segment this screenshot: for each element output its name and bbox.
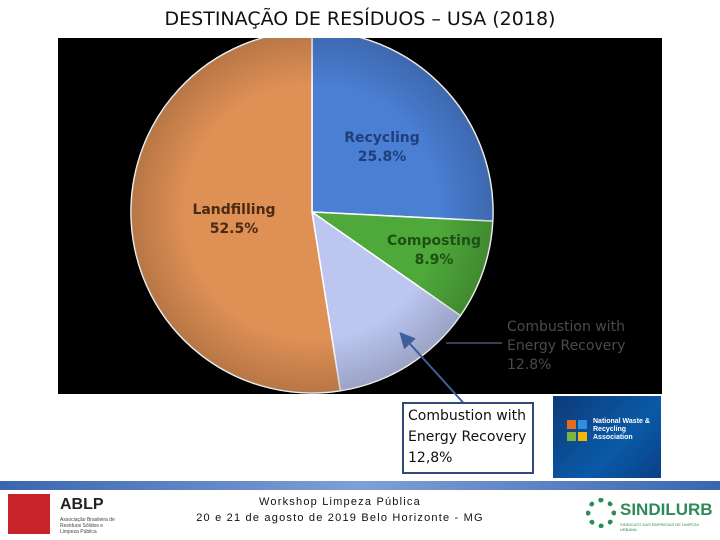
callout-line-3: 12,8%	[408, 450, 453, 466]
footer-bar	[0, 481, 720, 490]
pie-label-recycling: Recycling 25.8%	[344, 130, 420, 165]
sindilurb-ring-icon	[586, 498, 616, 528]
sindilurb-logo: SINDILURB SINDICATO DAS EMPRESAS DE LIMP…	[586, 496, 716, 536]
footer-line-1: Workshop Limpeza Pública	[259, 496, 421, 508]
pie-chart-panel: Recycling 25.8% Composting 8.9% Combustion w…	[58, 38, 662, 394]
footer-line-2: 20 e 21 de agosto de 2019 Belo Horizonte…	[196, 512, 484, 524]
pie-label-combustion: Combustion with Energy Recovery 12.8%	[507, 319, 625, 373]
nwra-square-icon	[578, 420, 587, 429]
slide-title: DESTINAÇÃO DE RESÍDUOS – USA (2018)	[164, 8, 556, 30]
ablp-subtitle: Associação Brasileira de Resíduos Sólido…	[60, 517, 115, 535]
callout-box: Combustion with Energy Recovery 12,8%	[402, 402, 534, 474]
pie-label-composting: Composting 8.9%	[387, 233, 481, 268]
nwra-logo: National Waste & Recycling Association	[553, 396, 661, 478]
callout-line-1: Combustion with	[408, 408, 527, 424]
nwra-square-icon	[567, 432, 576, 441]
nwra-square-icon	[567, 420, 576, 429]
ablp-logo: ABLP Associação Brasileira de Resíduos S…	[8, 492, 128, 536]
nwra-logo-text: National Waste & Recycling Association	[593, 418, 650, 441]
footer-text: Workshop Limpeza Pública 20 e 21 de agos…	[190, 494, 490, 526]
pie-chart: Recycling 25.8% Composting 8.9% Combustion w…	[130, 38, 625, 394]
nwra-square-icon	[578, 432, 587, 441]
pie-label-landfilling: Landfilling 52.5%	[192, 202, 275, 237]
callout-line-2: Energy Recovery	[408, 429, 527, 445]
sindilurb-name: SINDILURB	[620, 500, 713, 519]
sindilurb-subtitle: SINDICATO DAS EMPRESAS DE LIMPEZA URBANA	[620, 522, 699, 532]
ablp-name: ABLP	[60, 496, 104, 513]
ablp-mark-icon	[8, 494, 50, 534]
